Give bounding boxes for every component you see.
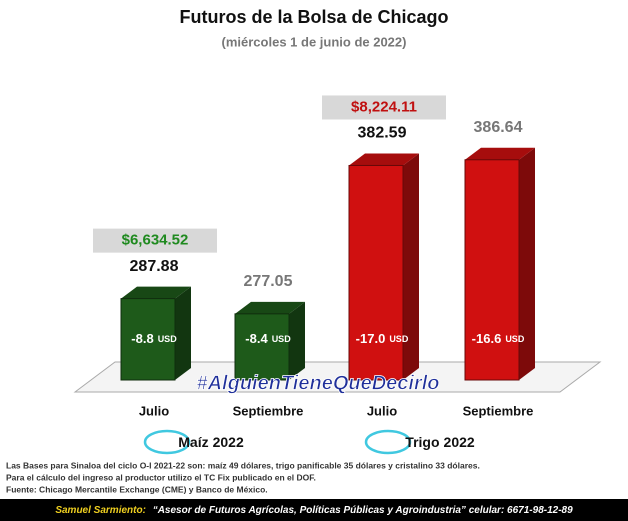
- bar-front: [120, 298, 176, 381]
- bar-top: [235, 301, 305, 314]
- value-label: 287.88: [130, 258, 179, 275]
- bar-top: [465, 147, 535, 160]
- bar: [234, 301, 305, 381]
- basis-unit: USD: [389, 334, 409, 344]
- group-label: Maíz 2022: [178, 434, 244, 450]
- note: Fuente: Chicago Mercantile Exchange (CME…: [6, 484, 268, 494]
- chart-title: Futuros de la Bolsa de Chicago: [179, 7, 448, 27]
- bar-side: [175, 286, 191, 380]
- value-label: 382.59: [358, 125, 407, 142]
- basis-value: -17.0: [356, 331, 386, 346]
- bars: [120, 147, 535, 381]
- value-label: 277.05: [244, 273, 293, 290]
- annotation: $8,224.11: [351, 98, 417, 115]
- basis-value: -16.6: [472, 331, 502, 346]
- bar-side: [289, 301, 305, 380]
- basis-label: -17.0 USD: [356, 331, 409, 346]
- bar: [464, 147, 535, 381]
- bar-front: [348, 164, 404, 381]
- basis-value: -8.8: [131, 331, 153, 346]
- footer-bar: [0, 499, 628, 521]
- group-label: Trigo 2022: [405, 434, 475, 450]
- value-label: 386.64: [474, 119, 523, 136]
- annotation: $6,634.52: [122, 232, 189, 249]
- annotation-box: [322, 95, 446, 120]
- highlight-ring: [143, 429, 191, 455]
- note: Para el cálculo del ingreso al productor…: [6, 472, 316, 482]
- x-tick-label: Septiembre: [233, 403, 304, 418]
- highlight-ring: [364, 429, 412, 455]
- x-tick-label: Julio: [367, 403, 397, 418]
- group-year: 2022: [444, 434, 475, 450]
- bar-side: [403, 153, 419, 380]
- basis-unit: USD: [158, 334, 178, 344]
- group-name: Trigo: [405, 434, 439, 450]
- basis-unit: USD: [505, 334, 525, 344]
- bar-top: [121, 286, 191, 299]
- watermark: #AlguienTieneQueDecirlo: [196, 372, 439, 394]
- basis-label: -16.6 USD: [472, 331, 525, 346]
- basis-value: -8.4: [245, 331, 268, 346]
- group-name: Maíz: [178, 434, 208, 450]
- annotation-box: [93, 228, 217, 253]
- x-tick-label: Julio: [139, 403, 169, 418]
- footer-name: Samuel Sarmiento:: [55, 505, 146, 516]
- bar-top: [349, 153, 419, 166]
- bar: [348, 153, 419, 381]
- footer: Samuel Sarmiento: “Asesor de Futuros Agr…: [55, 505, 573, 516]
- basis-unit: USD: [272, 334, 292, 344]
- footer-text: “Asesor de Futuros Agrícolas, Políticas …: [153, 505, 573, 516]
- basis-label: -8.8 USD: [131, 331, 177, 346]
- basis-label: -8.4 USD: [245, 331, 291, 346]
- x-tick-label: Septiembre: [463, 403, 534, 418]
- bar-front: [234, 313, 290, 381]
- note: Las Bases para Sinaloa del ciclo O-I 202…: [6, 460, 480, 470]
- chart-subtitle: (miércoles 1 de junio de 2022): [222, 34, 407, 49]
- bar-side: [519, 147, 535, 380]
- group-year: 2022: [213, 434, 244, 450]
- bar: [120, 286, 191, 381]
- bar-front: [464, 159, 520, 381]
